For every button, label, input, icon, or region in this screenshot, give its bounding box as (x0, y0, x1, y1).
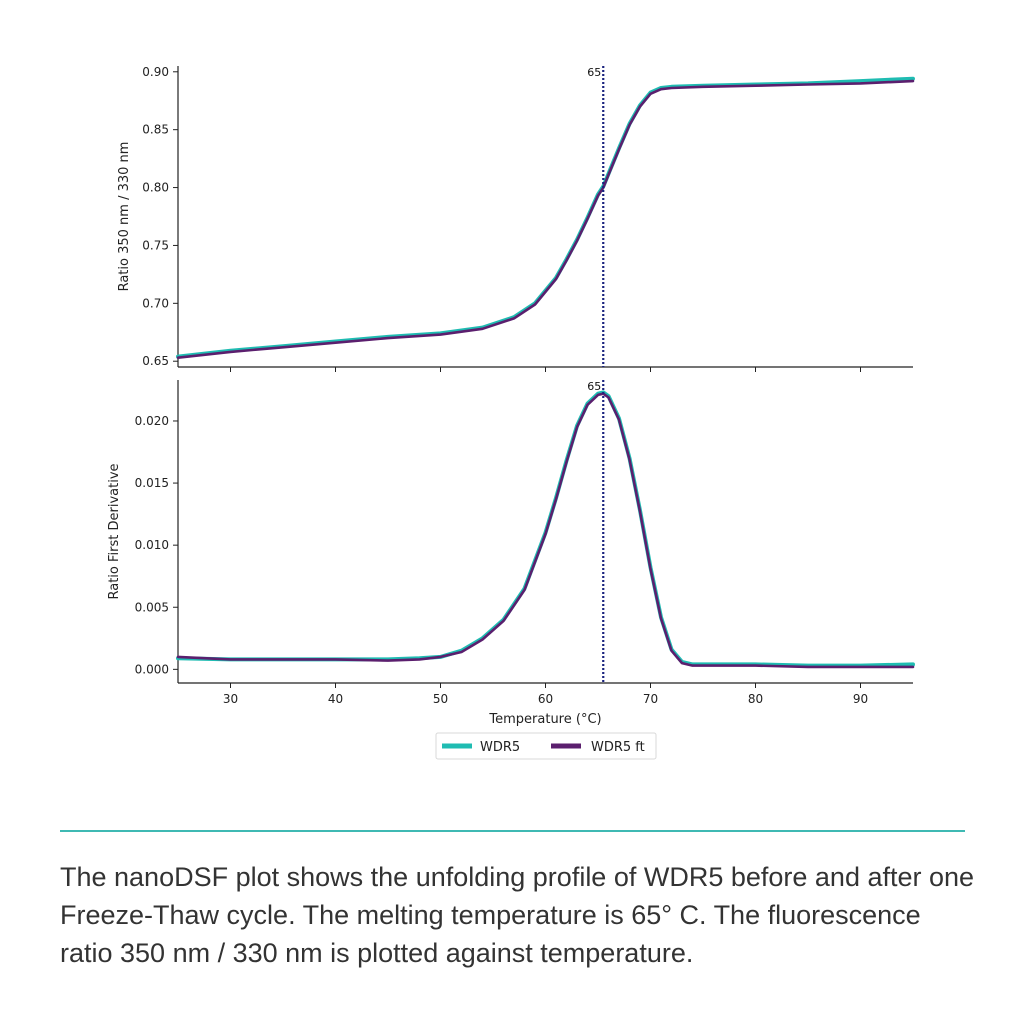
y-tick-label: 0.000 (135, 662, 169, 676)
figure-caption: The nanoDSF plot shows the unfolding pro… (60, 862, 975, 968)
series-line-wdr5 (176, 76, 915, 359)
y-axis-title: Ratio 350 nm / 330 nm (117, 142, 132, 292)
melting-temperature-label: 65 (587, 380, 601, 393)
y-axis-title: Ratio First Derivative (107, 463, 122, 599)
x-axis-title: Temperature (°C) (488, 712, 601, 727)
y-tick-label: 0.85 (142, 123, 169, 137)
y-tick-label: 0.015 (135, 476, 169, 490)
legend-label-wdr5-ft: WDR5 ft (591, 740, 645, 755)
x-tick-label: 80 (748, 692, 763, 706)
y-tick-label: 0.010 (135, 538, 169, 552)
ratio-panel: 0.65 0.70 0.75 0.80 0.85 0.90 Ratio 350 nm / 3… (117, 65, 915, 372)
series-line-wdr5-ft (176, 79, 915, 360)
nanodsf-chart: 0.65 0.70 0.75 0.80 0.85 0.90 Ratio 350 nm / 3… (107, 65, 915, 760)
legend-label-wdr5: WDR5 (480, 740, 520, 755)
y-tick-label: 0.005 (135, 600, 169, 614)
derivative-panel: 0.000 0.005 0.010 0.015 0.020 30 40 50 60 70 80 90 R… (107, 380, 915, 727)
y-tick-label: 0.70 (142, 296, 169, 310)
series-line-wdr5 (176, 390, 915, 668)
legend-box (435, 732, 657, 760)
x-tick-label: 50 (433, 692, 448, 706)
x-tick-label: 60 (538, 692, 553, 706)
legend: WDR5 WDR5 ft (435, 732, 657, 760)
x-tick-label: 40 (328, 692, 343, 706)
melting-temperature-label: 65 (587, 66, 601, 79)
x-tick-label: 30 (223, 692, 238, 706)
y-tick-label: 0.80 (142, 181, 169, 195)
series-line-wdr5-ft (176, 392, 915, 669)
x-tick-label: 90 (853, 692, 868, 706)
y-tick-label: 0.020 (135, 414, 169, 428)
y-tick-label: 0.65 (142, 354, 169, 368)
y-tick-label: 0.90 (142, 65, 169, 79)
y-tick-label: 0.75 (142, 238, 169, 252)
x-tick-label: 70 (643, 692, 658, 706)
divider-line (60, 830, 965, 832)
